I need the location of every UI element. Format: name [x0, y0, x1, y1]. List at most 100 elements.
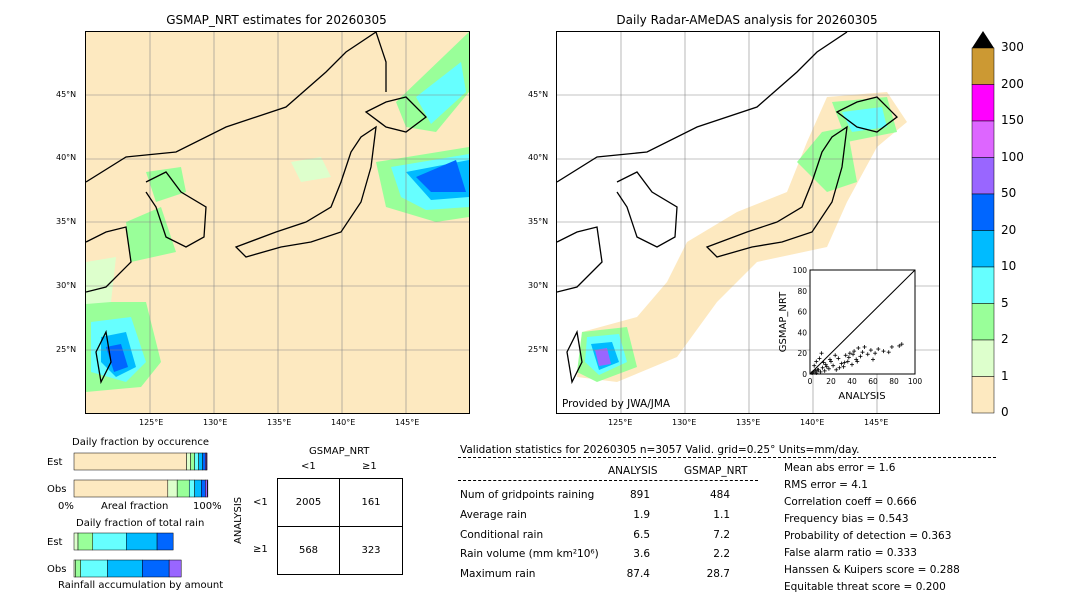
stat-gsmap-2: 7.2: [713, 529, 730, 541]
stat-label-1: Average rain: [460, 509, 527, 521]
cell-lt1-lt1: 2005: [295, 497, 322, 508]
scatter-point: [871, 357, 875, 362]
right-lon-125: 125°E: [608, 418, 633, 427]
scatter-point: [811, 369, 816, 374]
scatter-xtick: 20: [826, 377, 836, 386]
scatter-point: [855, 359, 860, 364]
scatter-point: [817, 356, 822, 361]
stat-label-0: Num of gridpoints raining: [460, 489, 595, 501]
stacked-bar-segment: [77, 532, 94, 551]
scatter-ytick: 40: [797, 328, 807, 337]
right-map-canvas: [557, 32, 939, 413]
scatter-point: [850, 362, 854, 367]
left-lon-135: 135°E: [267, 418, 292, 427]
left-lon-130: 130°E: [203, 418, 228, 427]
validation-divider: [458, 457, 996, 458]
stacked-bar-segment: [194, 452, 199, 471]
score-2: Correlation coeff = 0.666: [784, 496, 917, 508]
right-lat-25: 25°N: [528, 345, 549, 354]
scatter-ytick: 100: [793, 266, 808, 275]
occurrence-obs-label: Obs: [47, 484, 67, 495]
scatter-point: [819, 351, 824, 356]
scatter-point: [836, 356, 841, 361]
left-lat-45: 45°N: [56, 90, 77, 99]
colorbar-segment: [971, 47, 995, 85]
stacked-bar-segment: [168, 559, 182, 578]
scatter-point: [815, 367, 820, 372]
scatter-point: [821, 360, 826, 365]
contingency-row-label: ANALYSIS: [233, 496, 244, 544]
colorbar-label: 5: [1001, 295, 1009, 310]
occurrence-est-label: Est: [47, 457, 63, 468]
colorbar-segment: [971, 266, 995, 304]
stacked-bar-segment: [205, 479, 208, 498]
scatter-point: [889, 344, 894, 349]
scatter-ylabel: GSMAP_NRT: [778, 291, 789, 352]
stat-analysis-4: 87.4: [626, 568, 650, 580]
scatter-point: [814, 359, 819, 364]
scatter-point: [873, 351, 878, 356]
colorbar-label: 2: [1001, 332, 1009, 346]
scatter-point: [818, 369, 823, 374]
scatter-xtick: 60: [868, 377, 878, 386]
scatter-xlabel: ANALYSIS: [838, 391, 885, 402]
scatter-point: [837, 365, 842, 370]
stat-analysis-2: 6.5: [633, 529, 650, 541]
scatter-point: [820, 365, 825, 370]
right-map-title: Daily Radar-AMeDAS analysis for 20260305: [616, 13, 878, 27]
occurrence-tick-100: 100%: [193, 501, 222, 512]
scatter-point: [824, 364, 829, 369]
stacked-bar-segment: [142, 559, 170, 578]
colorbar-label: 20: [1001, 222, 1017, 237]
right-lat-30: 30°N: [528, 281, 549, 290]
colorbar-segment: [971, 193, 995, 231]
stat-label-2: Conditional rain: [460, 529, 544, 541]
right-lat-40: 40°N: [528, 153, 549, 162]
stacked-bar-segment: [80, 559, 108, 578]
scatter-point: [865, 352, 870, 357]
stacked-bar-segment: [167, 479, 178, 498]
stat-gsmap-4: 28.7: [706, 568, 730, 580]
stat-gsmap-0: 484: [709, 489, 730, 501]
validation-subdivider: [458, 480, 758, 481]
cell-ge1-lt1: 568: [298, 545, 319, 556]
right-lon-145: 145°E: [864, 418, 889, 427]
scatter-point: [842, 360, 847, 365]
stacked-bar-segment: [194, 479, 202, 498]
left-map-canvas: [86, 32, 469, 413]
score-6: Hanssen & Kuipers score = 0.288: [784, 564, 960, 576]
totalrain-est-label: Est: [47, 537, 63, 548]
stacked-bar-segment: [202, 452, 206, 471]
cell-lt1-ge1: 161: [361, 497, 381, 508]
stacked-bar-segment: [92, 532, 127, 551]
scatter-point: [852, 349, 857, 354]
scatter-point: [858, 354, 863, 359]
right-lat-45: 45°N: [528, 90, 549, 99]
stacked-bar-segment: [188, 479, 195, 498]
stat-analysis-3: 3.6: [633, 548, 650, 560]
contingency-row-ge1: ≥1: [253, 544, 268, 555]
stat-analysis-0: 891: [629, 489, 650, 501]
scatter-point: [886, 350, 891, 355]
scatter-point: [876, 347, 881, 352]
left-lon-140: 140°E: [331, 418, 356, 427]
totalrain-title: Daily fraction of total rain: [76, 518, 205, 529]
stacked-bar-segment: [190, 452, 195, 471]
scatter-xtick: 40: [847, 377, 857, 386]
colorbar-label: 150: [1001, 113, 1024, 127]
left-lat-40: 40°N: [56, 153, 77, 162]
totalrain-obs-label: Obs: [47, 564, 67, 575]
stacked-bar-segment: [207, 479, 209, 498]
left-lon-125: 125°E: [139, 418, 164, 427]
colorbar-segment: [971, 230, 995, 268]
scatter-point: [881, 349, 886, 354]
stacked-bar-segment: [126, 532, 158, 551]
scatter-xtick: 80: [889, 377, 899, 386]
scatter-point: [843, 353, 848, 358]
stacked-bar-segment: [156, 532, 174, 551]
stat-label-3: Rain volume (mm km²10⁶): [460, 548, 599, 560]
contingency-row-lt1: <1: [253, 497, 268, 508]
scatter-point: [834, 367, 839, 372]
scatter-point: [813, 368, 818, 373]
validation-col-gsmap: GSMAP_NRT: [684, 465, 748, 477]
